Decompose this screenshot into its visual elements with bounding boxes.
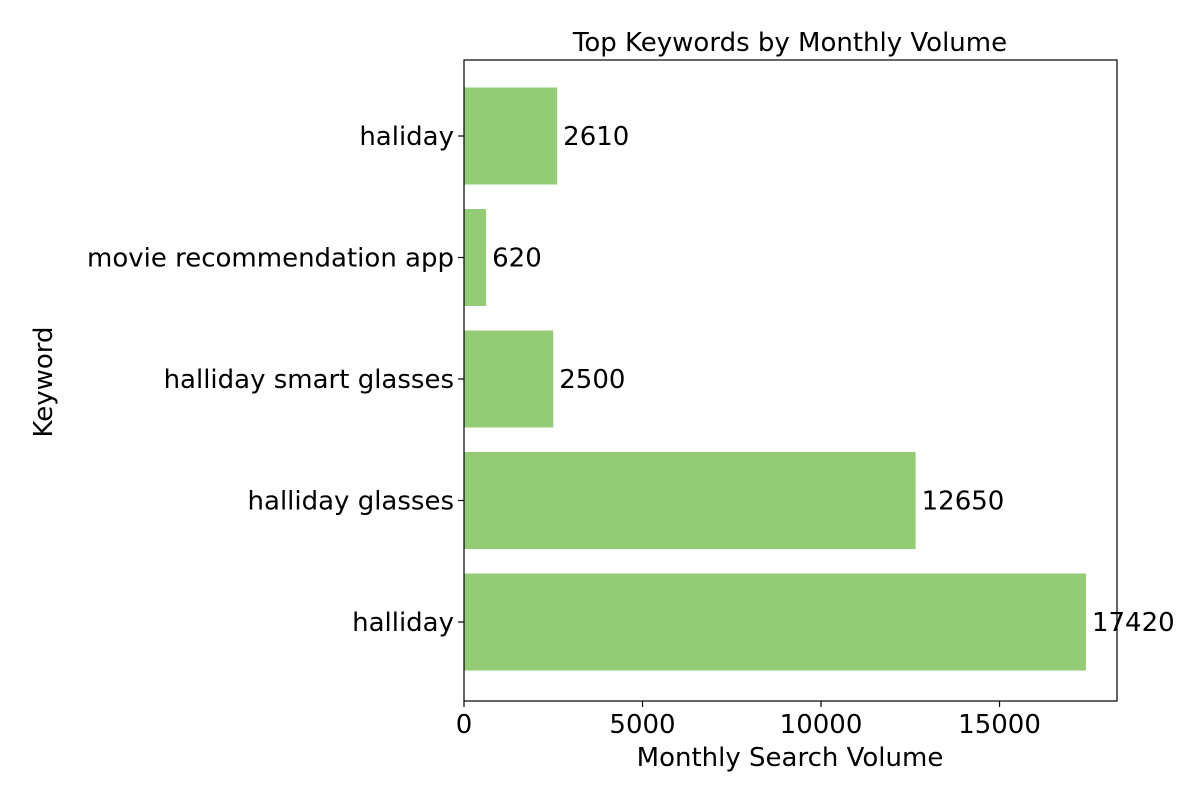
bar-value-label: 2500 <box>559 365 625 395</box>
y-tick-label: halliday smart glasses <box>164 365 454 395</box>
chart-title: Top Keywords by Monthly Volume <box>572 28 1007 58</box>
x-tick-label: 0 <box>456 710 473 740</box>
y-tick-label: haliday <box>359 122 454 152</box>
x-axis-label: Monthly Search Volume <box>637 743 944 773</box>
bar <box>464 209 487 306</box>
ticks-layer: halliday halliday glasses halliday smart g… <box>87 122 1041 740</box>
bar <box>464 330 554 428</box>
bar-value-label: 620 <box>492 244 542 274</box>
plot-area-frame <box>463 59 1118 702</box>
bar <box>464 87 558 185</box>
y-tick-label: movie recommendation app <box>87 244 454 274</box>
y-tick-label: halliday glasses <box>248 487 454 517</box>
bar <box>464 573 1086 671</box>
bar-value-label: 2610 <box>563 122 629 152</box>
bar-value-label: 17420 <box>1092 608 1175 638</box>
y-tick-label: halliday <box>352 608 454 638</box>
bar <box>464 452 916 549</box>
y-axis-label: Keyword <box>29 326 59 437</box>
bar-value-label: 12650 <box>922 487 1005 517</box>
x-tick-label: 10000 <box>780 710 863 740</box>
x-tick-label: 5000 <box>609 710 675 740</box>
bars-layer: 17420 12650 2500 620 2610 <box>464 87 1175 671</box>
x-tick-label: 15000 <box>958 710 1041 740</box>
